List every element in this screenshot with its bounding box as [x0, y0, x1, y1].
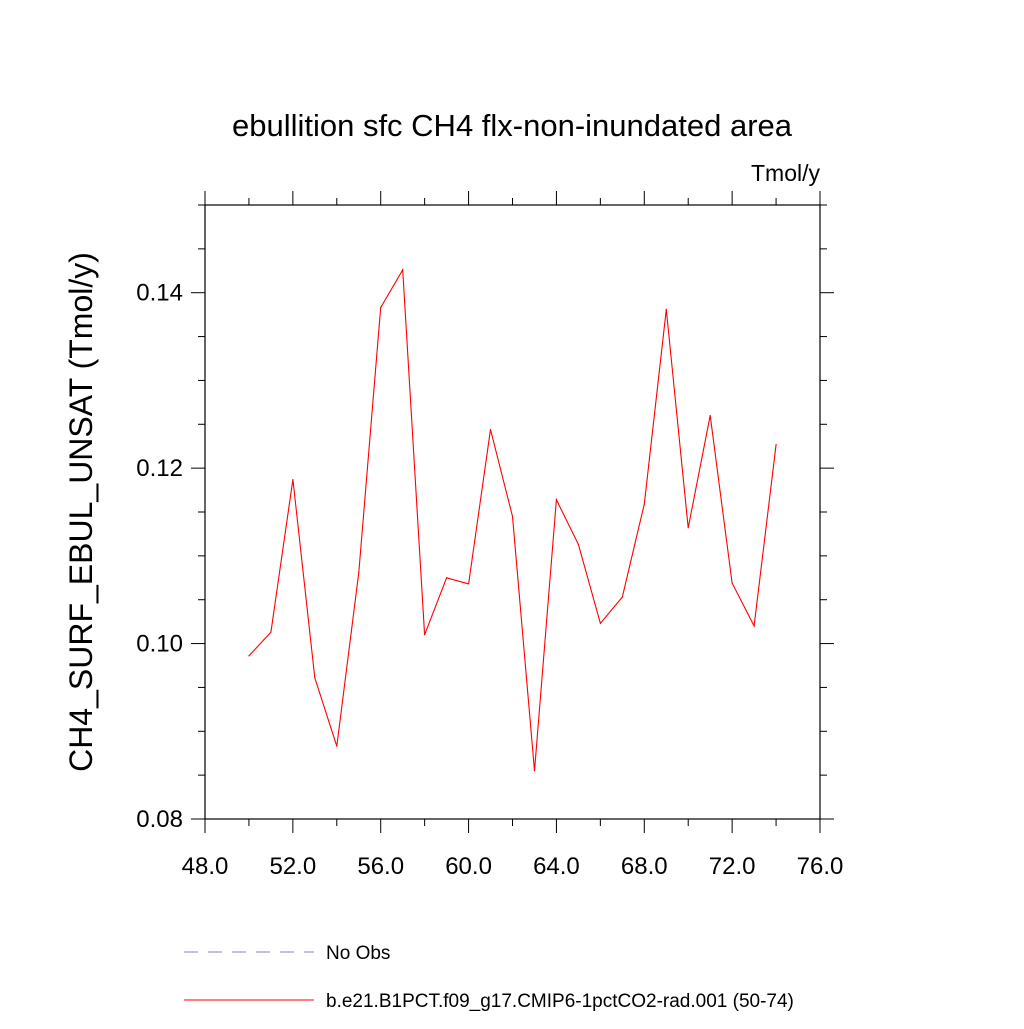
data-point: [577, 543, 579, 546]
data-point: [489, 428, 492, 431]
data-point: [533, 770, 536, 772]
legend-label: No Obs: [326, 943, 390, 964]
x-tick-label: 52.0: [269, 853, 316, 880]
x-tick-label: 72.0: [709, 853, 756, 880]
y-tick-label: 0.08: [136, 806, 183, 833]
data-point: [555, 499, 558, 501]
y-axis-label: CH4_SURF_EBUL_UNSAT (Tmol/y): [63, 252, 99, 772]
data-point: [731, 582, 733, 584]
data-point: [665, 308, 667, 310]
series-layer: [248, 268, 777, 772]
data-point: [775, 443, 777, 446]
data-point: [270, 631, 272, 633]
x-tick-label: 64.0: [533, 853, 580, 880]
data-point: [643, 503, 645, 505]
plot-area: 48.0 52.0 56.0 60.0 64.0 68.0 72.0 76.0 0.08 0.10…: [136, 191, 843, 880]
data-point: [424, 634, 426, 636]
data-point: [314, 677, 316, 679]
units-label: Tmol/y: [751, 160, 821, 186]
legend-label: b.e21.B1PCT.f09_g17.CMIP6-1pctCO2-rad.00…: [326, 991, 794, 1012]
y-tick-label: 0.10: [136, 631, 183, 658]
data-point: [358, 571, 360, 574]
x-tick-label: 68.0: [621, 853, 668, 880]
data-point: [687, 527, 689, 529]
x-tick-label: 56.0: [357, 853, 404, 880]
data-point: [292, 478, 294, 481]
data-point: [380, 307, 382, 309]
data-point: [248, 655, 250, 657]
data-point: [753, 625, 755, 627]
data-point: [446, 577, 448, 579]
y-tick-label: 0.14: [136, 280, 183, 307]
data-point: [336, 745, 338, 747]
data-point: [467, 583, 470, 585]
x-tick-label: 76.0: [797, 853, 844, 880]
y-tick-label: 0.12: [136, 455, 183, 482]
chart-title: ebullition sfc CH4 flx-non-inundated are…: [232, 108, 793, 143]
series-line: [248, 268, 777, 771]
data-point: [709, 414, 711, 417]
data-point: [402, 269, 404, 271]
data-point: [599, 622, 601, 624]
x-tick-label: 48.0: [182, 853, 229, 880]
plot-frame: [204, 204, 821, 820]
data-point: [621, 596, 623, 598]
data-point: [511, 515, 514, 517]
legend: No Obs b.e21.B1PCT.f09_g17.CMIP6-1pctCO2-…: [184, 943, 794, 1012]
x-tick-label: 60.0: [445, 853, 492, 880]
